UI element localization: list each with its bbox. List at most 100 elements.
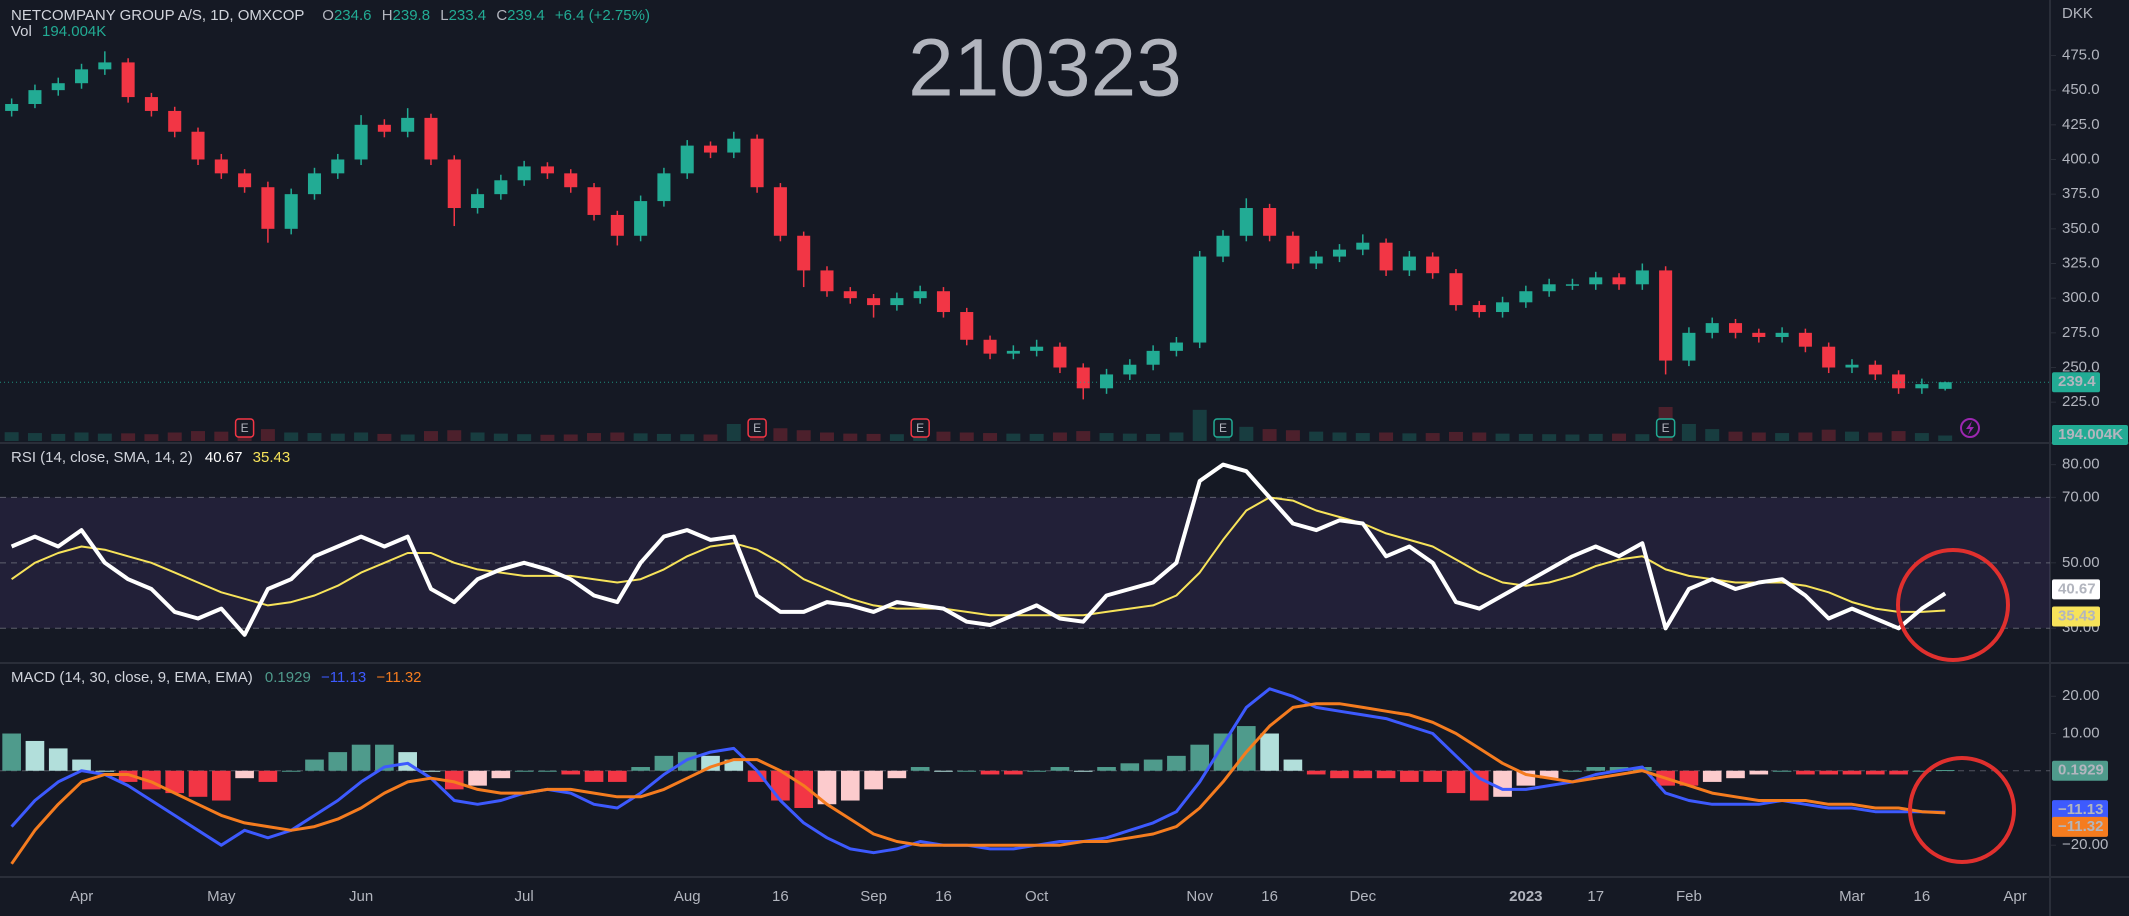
histogram-bar	[934, 770, 953, 772]
histogram-bar	[654, 755, 674, 771]
x-tick-label: 16	[935, 888, 952, 905]
volume-bar	[1425, 433, 1440, 441]
histogram-bar	[631, 767, 650, 771]
volume-bar	[1705, 429, 1720, 441]
candle-body	[1379, 242, 1393, 271]
candle-body	[1216, 235, 1230, 257]
ohlc-value: 239.4	[507, 7, 545, 24]
x-tick-label: 16	[772, 888, 789, 905]
value-badge	[2052, 816, 2108, 837]
histogram-bar	[1260, 733, 1279, 771]
histogram-bar	[608, 770, 627, 782]
macd-legend: MACD (14, 30, close, 9, EMA, EMA) 0.1929…	[11, 669, 422, 686]
event-label: E	[916, 421, 924, 435]
histogram-bar	[980, 770, 1000, 775]
histogram-bar	[235, 770, 254, 779]
event-label: E	[753, 421, 761, 435]
histogram-bar	[1213, 733, 1233, 771]
candle-body	[1449, 273, 1463, 306]
volume-bar	[1681, 424, 1696, 441]
histogram-bar	[375, 744, 394, 771]
volume-bar	[656, 433, 671, 441]
volume-bar	[517, 434, 532, 441]
candle-body	[587, 187, 601, 215]
rsi-legend: RSI (14, close, SMA, 14, 2) 40.67 35.43	[11, 449, 290, 466]
volume-bar	[1938, 435, 1953, 441]
candle-body	[867, 298, 881, 306]
histogram-bar	[258, 770, 278, 782]
candle-body	[121, 62, 135, 98]
volume-bar	[1355, 433, 1370, 441]
line	[10, 702, 1946, 865]
histogram-bar	[1563, 770, 1582, 772]
volume-bar	[633, 433, 648, 441]
histogram-bar	[1167, 755, 1186, 771]
x-tick-label: May	[207, 888, 236, 905]
histogram-bar	[1446, 770, 1466, 794]
histogram-bar	[1027, 770, 1046, 772]
symbol-title: NETCOMPANY GROUP A/S, 1D, OMXCOP	[11, 7, 304, 24]
histogram-bar	[351, 744, 371, 771]
histogram-bar	[1586, 767, 1606, 771]
value-badge-label: 239.4	[2058, 373, 2096, 390]
candle-body	[1868, 364, 1882, 375]
candle-body	[1589, 277, 1603, 285]
candle-body	[1542, 284, 1556, 292]
volume-bar	[1052, 432, 1067, 441]
histogram-bar	[1236, 726, 1256, 771]
histogram-bar	[1469, 770, 1489, 801]
candle-body	[517, 166, 531, 181]
candle-body	[936, 291, 950, 313]
histogram-bar	[1143, 759, 1163, 771]
volume-bar	[1076, 431, 1091, 441]
event-label: E	[241, 421, 249, 435]
volume-bar	[983, 433, 998, 441]
histogram-bar	[1190, 744, 1210, 771]
change: +6.4 (+2.75%)	[555, 7, 650, 24]
y-tick-label: 50.00	[2062, 554, 2100, 571]
volume-bar	[1309, 431, 1324, 441]
volume-bar	[423, 431, 438, 441]
volume-bar	[307, 433, 322, 441]
candle-body	[1193, 256, 1207, 343]
lightning-icon	[1966, 421, 1974, 435]
value-badge-label: 40.67	[2058, 580, 2096, 597]
event-label: E	[1219, 421, 1227, 435]
candle-body	[307, 173, 322, 195]
histogram-bar	[1097, 767, 1116, 771]
candle-body	[1332, 249, 1347, 257]
histogram-bar	[724, 759, 744, 771]
histogram-bar	[561, 770, 581, 775]
volume-bar	[1285, 430, 1300, 441]
candle-body	[1076, 367, 1090, 389]
y-tick-label: 300.0	[2062, 289, 2100, 306]
x-tick-label: Sep	[860, 888, 887, 905]
y-tick-label: 450.0	[2062, 81, 2100, 98]
volume-bar	[4, 432, 19, 441]
x-tick-label: 17	[1587, 888, 1604, 905]
volume-bar	[773, 428, 788, 441]
rsi-value: 40.67	[205, 449, 243, 466]
volume-bar	[1495, 433, 1510, 441]
candle-body	[1169, 342, 1183, 351]
event-marker	[910, 418, 930, 438]
x-tick-label: Apr	[2003, 888, 2026, 905]
y-tick-label: 275.0	[2062, 324, 2100, 341]
candle-body	[657, 173, 671, 202]
volume-bar	[1006, 433, 1021, 441]
candle-body	[564, 173, 578, 188]
candle-body	[540, 166, 554, 174]
y-tick-label: 70.00	[2062, 488, 2100, 505]
candle-body	[1263, 208, 1277, 236]
histogram-bar	[747, 770, 767, 782]
volume-bar	[1472, 432, 1487, 441]
volume-bar	[1588, 433, 1603, 441]
histogram-bar	[1726, 770, 1745, 779]
volume-bar	[1612, 433, 1627, 441]
candle-body	[144, 97, 158, 111]
event-label: E	[1662, 421, 1670, 435]
volume-bar	[866, 433, 881, 441]
volume-bar	[51, 433, 66, 441]
volume-bar	[820, 432, 834, 441]
value-badge-label: 194.004K	[2058, 426, 2123, 443]
